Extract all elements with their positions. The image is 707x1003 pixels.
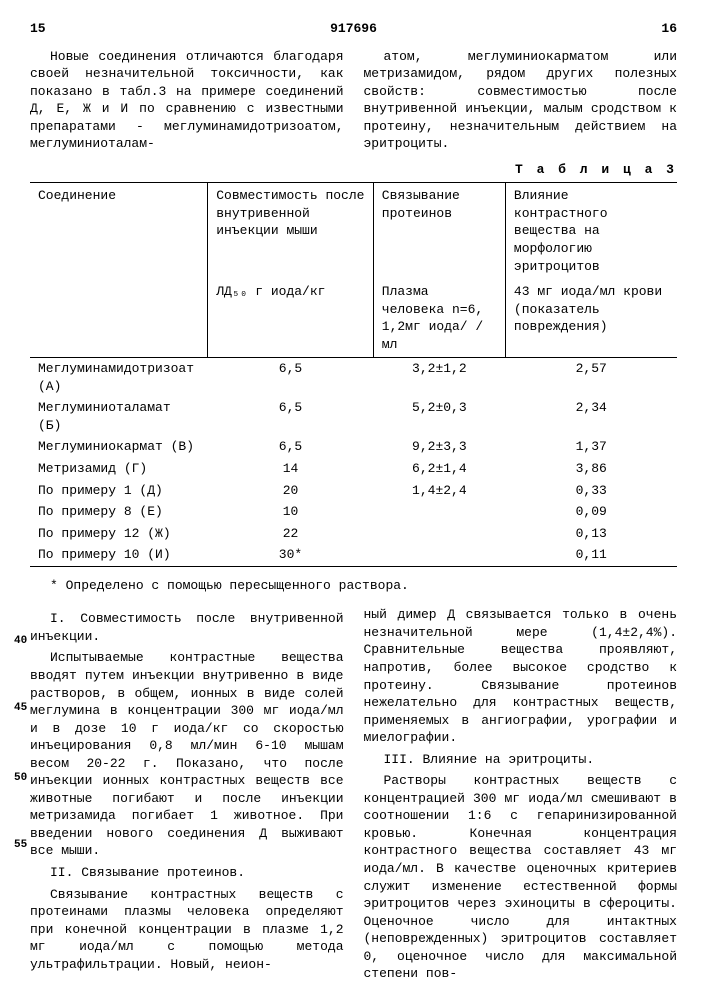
section-3-body: Растворы контрастных веществ с концентра… [364, 772, 678, 983]
table-row: По примеру 8 (Е)100,09 [30, 501, 677, 523]
section-1-title: I. Совместимость после внутривенной инъе… [30, 610, 344, 645]
table-row: Меглуминиокармат (В)6,59,2±3,31,37 [30, 436, 677, 458]
section-1-body: Испытываемые контрастные вещества вводят… [30, 649, 344, 860]
table-header-row: Соединение Совместимость после внутривен… [30, 183, 677, 279]
col-compat: Совместимость после внутривенной инъекци… [208, 183, 374, 279]
subcol-ld50: ЛД₅₀ г иода/кг [208, 279, 374, 358]
left-column: I. Совместимость после внутривенной инъе… [30, 606, 344, 982]
subcol-plasma: Плазма человека n=6, 1,2мг иода/ /мл [373, 279, 505, 358]
data-table: Соединение Совместимость после внутривен… [30, 182, 677, 566]
line-num-40: 40 [14, 634, 27, 649]
page-header: 15 917696 16 [30, 20, 677, 38]
subcol-blood: 43 мг иода/мл крови (показатель поврежде… [505, 279, 677, 358]
table-footnote: * Определено с помощью пересыщенного рас… [50, 577, 677, 595]
table-row: По примеру 10 (И)30*0,11 [30, 544, 677, 566]
page-right: 16 [661, 20, 677, 38]
intro-right: атом, меглуминиокарматом или метризамидо… [364, 48, 678, 153]
section-2-body-right: ный димер Д связывается только в очень н… [364, 606, 678, 746]
table-row: По примеру 12 (Ж)220,13 [30, 523, 677, 545]
col-compound: Соединение [30, 183, 208, 279]
table-caption: Т а б л и ц а 3 [30, 161, 677, 179]
intro-left: Новые соединения отличаются благодаря св… [30, 48, 344, 153]
table-row: По примеру 1 (Д)201,4±2,40,33 [30, 480, 677, 502]
table-row: Метризамид (Г)146,2±1,43,86 [30, 458, 677, 480]
section-3-title: III. Влияние на эритроциты. [364, 751, 678, 769]
table-body: Меглуминамидотризоат (А)6,53,2±1,22,57 М… [30, 358, 677, 566]
intro-paragraph: Новые соединения отличаются благодаря св… [30, 48, 677, 153]
page-left: 15 [30, 20, 46, 38]
table-subheader-row: ЛД₅₀ г иода/кг Плазма человека n=6, 1,2м… [30, 279, 677, 358]
body-text: I. Совместимость после внутривенной инъе… [30, 606, 677, 982]
line-num-55: 55 [14, 838, 27, 853]
line-num-45: 45 [14, 701, 27, 716]
section-2-title: II. Связывание протеинов. [30, 864, 344, 882]
section-2-body-left: Связывание контрастных веществ с протеин… [30, 886, 344, 974]
col-influence: Влияние контрастного вещества на морфоло… [505, 183, 677, 279]
right-column: 40 45 50 55 ный димер Д связывается толь… [364, 606, 678, 982]
line-num-50: 50 [14, 771, 27, 786]
doc-number: 917696 [330, 20, 377, 38]
table-row: Меглуминиоталамат (Б)6,55,2±0,32,34 [30, 397, 677, 436]
col-binding: Связывание протеинов [373, 183, 505, 279]
table-row: Меглуминамидотризоат (А)6,53,2±1,22,57 [30, 358, 677, 398]
